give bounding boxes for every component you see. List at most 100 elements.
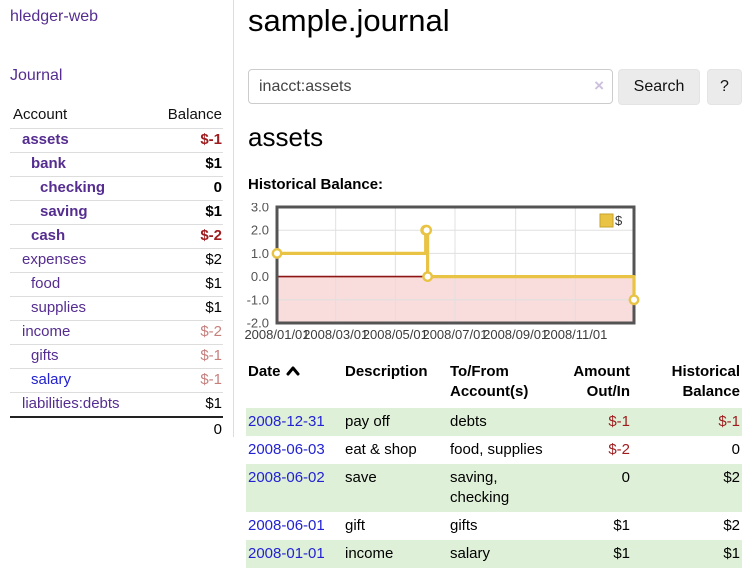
page-title: sample.journal	[248, 3, 450, 38]
y-axis-tick-label: 1.0	[251, 246, 269, 261]
accounts-total-value: 0	[149, 416, 223, 442]
transaction-date-link[interactable]: 2008-06-03	[248, 441, 325, 458]
legend-label: $	[615, 213, 623, 228]
x-axis-tick-label: 2008/07/01	[422, 327, 487, 342]
transaction-date-link[interactable]: 2008-01-01	[248, 545, 325, 562]
y-axis-tick-label: 2.0	[251, 223, 269, 238]
register-row: 2008-12-31 pay off debts $-1 $-1	[246, 408, 742, 436]
y-axis-tick-label: -2.0	[247, 316, 269, 331]
transaction-balance: $2	[642, 464, 742, 512]
account-row: supplies $1	[10, 296, 223, 321]
search-input[interactable]	[248, 69, 613, 104]
account-balance: $2	[149, 248, 223, 273]
transaction-accounts: food, supplies	[450, 441, 543, 458]
transaction-accounts: saving, checking	[448, 464, 568, 512]
clear-search-icon[interactable]: ×	[594, 76, 604, 95]
journal-nav-link[interactable]: Journal	[10, 67, 63, 84]
account-row: expenses $2	[10, 248, 223, 273]
balance-chart-svg: $3.0 2.0 1.0 0.0 -1.0 -2.02008/01/012008/03/0…	[244, 200, 640, 342]
account-link[interactable]: salary	[31, 371, 72, 388]
search-form: × Search ?	[248, 69, 742, 105]
help-button[interactable]: ?	[707, 69, 742, 105]
x-axis-tick-label: 2008/11/01	[543, 327, 607, 342]
sidebar-divider	[233, 0, 234, 437]
transaction-amount: $-1	[568, 408, 642, 436]
chart-title: Historical Balance:	[248, 176, 384, 193]
historical-balance-chart: $3.0 2.0 1.0 0.0 -1.0 -2.0 2008/01/01 2008/03/0…	[240, 200, 742, 345]
x-axis-tick-label: 2008/01/01	[244, 327, 309, 342]
transaction-accounts: salary	[448, 540, 568, 568]
transaction-description: pay off	[343, 408, 448, 436]
account-link[interactable]: gifts	[31, 347, 59, 364]
register-header-account: To/From Account(s)	[450, 363, 529, 400]
y-axis-tick-label: 3.0	[251, 203, 269, 215]
transaction-balance: $-1	[642, 408, 742, 436]
account-balance: $-1	[149, 368, 223, 393]
plot-border	[275, 205, 636, 325]
transaction-date-link[interactable]: 2008-12-31	[248, 413, 325, 430]
x-axis-tick-label: 2008/09/01	[483, 327, 548, 342]
main-panel: sample.journal × Search ? assets Histori…	[244, 0, 742, 582]
transaction-amount: $1	[568, 540, 642, 568]
transaction-balance: $2	[723, 517, 740, 534]
account-balance: $1	[149, 200, 223, 225]
account-row: bank $1	[10, 152, 223, 177]
account-row: cash $-2	[10, 224, 223, 249]
register-row: 2008-06-03 eat & shop food, supplies $-2 0	[246, 436, 742, 464]
account-link[interactable]: assets	[22, 131, 69, 148]
transaction-amount: $1	[613, 517, 630, 534]
data-point-marker	[421, 224, 433, 236]
accounts-header-account: Account	[10, 103, 150, 129]
account-row: salary $-1	[10, 368, 223, 393]
account-balance: $1	[149, 272, 223, 297]
x-axis-tick-label: 2008/03/01	[303, 327, 368, 342]
account-link[interactable]: food	[31, 275, 61, 292]
accounts-header-row: Account Balance	[10, 103, 223, 129]
transaction-description: save	[343, 464, 448, 512]
account-link[interactable]: saving	[40, 203, 88, 220]
account-link[interactable]: supplies	[31, 299, 87, 316]
transaction-description: eat & shop	[345, 441, 417, 458]
register-header-description: Description	[345, 363, 428, 380]
register-row: 2008-06-01 gift gifts $1 $2	[246, 512, 742, 540]
transaction-date-link[interactable]: 2008-06-02	[248, 469, 325, 486]
register-header-date[interactable]: Date	[246, 360, 343, 408]
data-point-marker	[628, 294, 640, 306]
transaction-description: income	[343, 540, 448, 568]
transaction-balance: $1	[642, 540, 742, 568]
transaction-amount: $-2	[608, 441, 630, 458]
transaction-accounts: debts	[448, 408, 568, 436]
account-link[interactable]: checking	[40, 179, 106, 196]
account-row: liabilities:debts $1	[10, 392, 223, 418]
account-row: assets $-1	[10, 128, 223, 153]
account-link[interactable]: liabilities:debts	[22, 395, 120, 412]
account-row: gifts $-1	[10, 344, 223, 369]
search-box: ×	[248, 69, 613, 104]
transaction-description: gift	[345, 517, 366, 534]
x-axis-tick-label: 2008/05/01	[363, 327, 428, 342]
data-point-marker	[271, 248, 283, 259]
register-row: 2008-06-02 save saving, checking 0 $2	[246, 464, 742, 512]
search-button[interactable]: Search	[618, 69, 700, 105]
account-link[interactable]: income	[22, 323, 71, 340]
app-brand-link[interactable]: hledger-web	[10, 8, 99, 25]
register-row: 2008-01-01 income salary $1 $1	[246, 540, 742, 568]
register-header-row: Date Description To/From Account(s) Amou…	[246, 360, 742, 408]
account-row: income $-2	[10, 320, 223, 345]
account-link[interactable]: expenses	[22, 251, 87, 268]
account-balance: 0	[149, 176, 223, 201]
transaction-balance: 0	[731, 441, 740, 458]
data-point-marker	[422, 271, 434, 283]
account-balance: $-1	[149, 128, 223, 153]
account-row: checking 0	[10, 176, 223, 201]
account-row: saving $1	[10, 200, 223, 225]
account-balance: $1	[149, 296, 223, 321]
account-balance: $1	[149, 392, 223, 418]
account-balance: $1	[149, 152, 223, 177]
accounts-total-row: 0	[10, 416, 223, 442]
account-balance: $-1	[149, 344, 223, 369]
account-link[interactable]: cash	[31, 227, 66, 244]
transaction-date-link[interactable]: 2008-06-01	[248, 517, 325, 534]
register-header-amount: Amount Out/In	[573, 363, 630, 400]
account-link[interactable]: bank	[31, 155, 67, 172]
